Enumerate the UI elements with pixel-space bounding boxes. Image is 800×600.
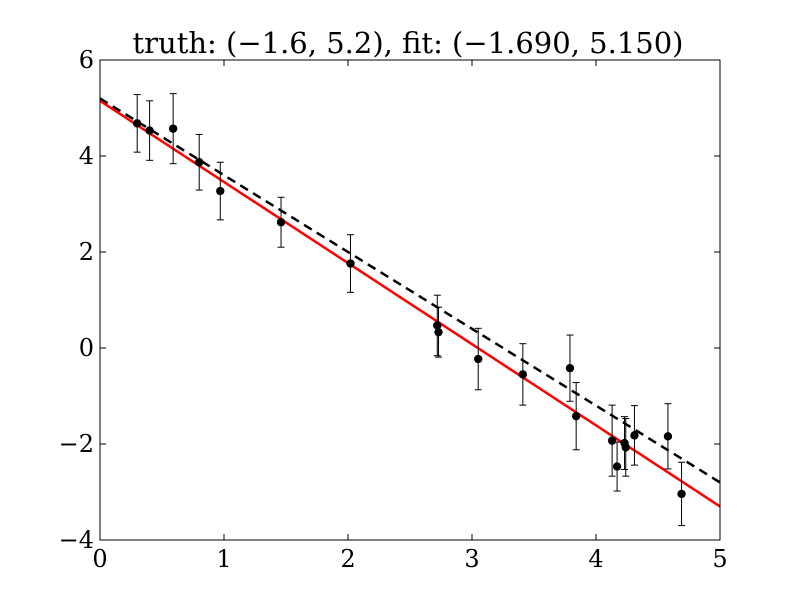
data-point <box>346 259 355 268</box>
data-point <box>434 327 443 337</box>
data-point <box>571 411 581 421</box>
data-point <box>433 321 442 330</box>
axis-ticks <box>99 59 721 541</box>
y-tick-label: 4 <box>79 142 94 170</box>
data-point <box>216 186 225 196</box>
data-point <box>607 436 617 445</box>
y-tick-label: 2 <box>79 238 94 266</box>
chart-title: truth: (−1.6, 5.2), fit: (−1.690, 5.150) <box>133 26 684 60</box>
data-point <box>565 363 575 373</box>
data-point <box>612 462 622 471</box>
error-bars <box>133 93 686 527</box>
x-tick-label: 1 <box>216 545 231 573</box>
y-tick-label: −2 <box>59 430 94 458</box>
x-tick-labels: 0 1 2 3 4 5 <box>92 545 727 573</box>
data-point <box>630 431 639 440</box>
data-point <box>276 218 286 227</box>
x-tick-label: 4 <box>588 545 603 573</box>
data-point <box>145 126 154 135</box>
truth-line <box>99 97 721 484</box>
data-point <box>168 124 178 133</box>
plot-frame <box>99 59 721 541</box>
data-point <box>677 489 686 499</box>
x-tick-label: 3 <box>464 545 479 573</box>
x-tick-label: 0 <box>92 545 107 573</box>
data-points <box>133 119 686 499</box>
y-tick-label: 6 <box>79 46 94 74</box>
y-tick-label: 0 <box>79 334 94 362</box>
y-tick-label: −4 <box>59 526 94 554</box>
data-point <box>518 370 528 379</box>
x-tick-label: 5 <box>712 545 727 573</box>
data-point <box>474 354 483 364</box>
y-tick-labels: −4 −2 0 2 4 6 <box>59 46 94 554</box>
data-point <box>133 119 142 128</box>
data-point <box>663 432 673 441</box>
data-point <box>621 443 630 452</box>
fit-line <box>99 99 721 508</box>
x-tick-label: 2 <box>340 545 355 573</box>
data-point <box>195 158 204 167</box>
